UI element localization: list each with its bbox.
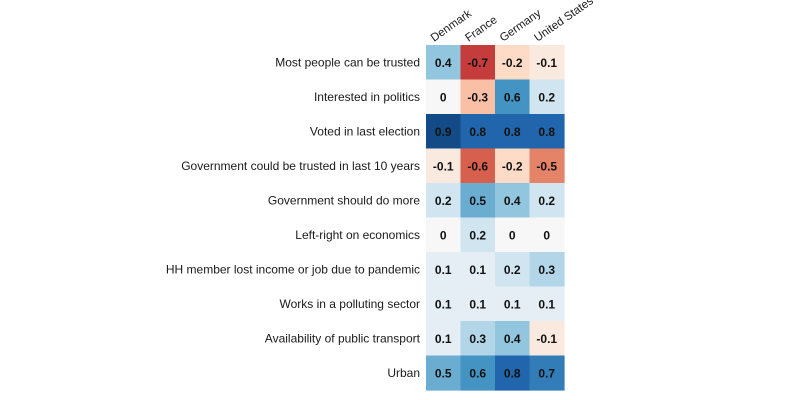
cell-value-label: -0.1 bbox=[536, 332, 557, 346]
heatmap-cell bbox=[460, 321, 496, 357]
cell-value-label: 0.2 bbox=[504, 263, 521, 277]
cell-value-label: 0.4 bbox=[504, 332, 521, 346]
cell-value-label: 0.1 bbox=[435, 297, 452, 311]
cell-value-label: 0.9 bbox=[435, 125, 452, 139]
heatmap-cells bbox=[426, 45, 565, 391]
heatmap-cell bbox=[495, 252, 531, 288]
cell-value-label: -0.5 bbox=[536, 159, 557, 173]
cell-value-label: 0.8 bbox=[538, 125, 555, 139]
cell-value-label: 0.1 bbox=[435, 332, 452, 346]
cell-value-label: 0.8 bbox=[504, 366, 521, 380]
heatmap-cell bbox=[529, 321, 565, 357]
cell-value-label: 0.3 bbox=[469, 332, 486, 346]
heatmap-cell bbox=[426, 148, 462, 184]
heatmap-cell bbox=[460, 148, 496, 184]
heatmap-cell bbox=[529, 45, 565, 81]
cell-value-label: 0.1 bbox=[435, 263, 452, 277]
cell-value-label: -0.7 bbox=[467, 56, 488, 70]
heatmap-cell bbox=[426, 355, 462, 391]
cell-value-label: 0.2 bbox=[538, 90, 555, 104]
cell-value-label: 0.5 bbox=[435, 366, 452, 380]
cell-value-label: 0.8 bbox=[469, 125, 486, 139]
row-label: Voted in last election bbox=[310, 124, 420, 138]
cell-value-label: 0.7 bbox=[538, 366, 555, 380]
heatmap-cell bbox=[529, 252, 565, 288]
heatmap-cell bbox=[529, 114, 565, 150]
heatmap-cell bbox=[426, 45, 462, 81]
column-label: United States bbox=[532, 0, 596, 44]
cell-value-label: 0.5 bbox=[469, 194, 486, 208]
heatmap-cell-values: 0.4 -0.7 -0.2 -0.1 0 -0.3 0.6 0.2 0.9 0.8 0.8 0.8 -0… bbox=[433, 56, 558, 381]
heatmap-cell bbox=[460, 183, 496, 219]
heatmap-cell bbox=[460, 114, 496, 150]
row-label: Interested in politics bbox=[314, 90, 420, 104]
cell-value-label: -0.2 bbox=[502, 159, 523, 173]
row-label: Works in a polluting sector bbox=[279, 297, 420, 311]
cell-value-label: 0.2 bbox=[538, 194, 555, 208]
heatmap-cell bbox=[495, 217, 531, 253]
row-label: Government could be trusted in last 10 y… bbox=[181, 159, 420, 173]
cell-value-label: 0 bbox=[440, 228, 447, 242]
row-label: Availability of public transport bbox=[265, 331, 421, 345]
heatmap-cell bbox=[426, 79, 462, 115]
cell-value-label: 0.2 bbox=[469, 228, 486, 242]
heatmap-cell bbox=[460, 252, 496, 288]
heatmap-cell bbox=[529, 148, 565, 184]
row-label: Most people can be trusted bbox=[275, 55, 420, 69]
heatmap-cell bbox=[529, 286, 565, 322]
row-label: Government should do more bbox=[268, 193, 420, 207]
heatmap-cell bbox=[529, 355, 565, 391]
heatmap-cell bbox=[529, 79, 565, 115]
cell-value-label: -0.1 bbox=[433, 159, 454, 173]
heatmap-cell bbox=[426, 217, 462, 253]
cell-value-label: 0 bbox=[440, 90, 447, 104]
heatmap-cell bbox=[460, 286, 496, 322]
heatmap-cell bbox=[529, 217, 565, 253]
cell-value-label: 0 bbox=[509, 228, 516, 242]
heatmap-cell bbox=[426, 183, 462, 219]
heatmap-cell bbox=[426, 252, 462, 288]
cell-value-label: 0.3 bbox=[538, 263, 555, 277]
heatmap-cell bbox=[460, 45, 496, 81]
cell-value-label: 0.6 bbox=[504, 90, 521, 104]
cell-value-label: -0.1 bbox=[536, 56, 557, 70]
cell-value-label: 0.1 bbox=[538, 297, 555, 311]
heatmap-cell bbox=[426, 114, 462, 150]
row-labels: Most people can be trusted Interested in … bbox=[166, 55, 421, 380]
heatmap-cell bbox=[460, 79, 496, 115]
heatmap-cell bbox=[460, 217, 496, 253]
cell-value-label: -0.2 bbox=[502, 56, 523, 70]
row-label: HH member lost income or job due to pand… bbox=[166, 262, 420, 276]
cell-value-label: 0.4 bbox=[435, 56, 452, 70]
heatmap-cell bbox=[529, 183, 565, 219]
cell-value-label: 0.2 bbox=[435, 194, 452, 208]
cell-value-label: 0.8 bbox=[504, 125, 521, 139]
heatmap-cell bbox=[426, 286, 462, 322]
cell-value-label: -0.3 bbox=[467, 90, 488, 104]
heatmap-cell bbox=[460, 355, 496, 391]
cell-value-label: 0.1 bbox=[469, 297, 486, 311]
heatmap-cell bbox=[495, 183, 531, 219]
row-label: Urban bbox=[387, 366, 420, 380]
heatmap-cell bbox=[495, 321, 531, 357]
row-label: Left-right on economics bbox=[295, 228, 420, 242]
cell-value-label: 0 bbox=[543, 228, 550, 242]
cell-value-label: 0.1 bbox=[504, 297, 521, 311]
heatmap-cell bbox=[495, 114, 531, 150]
heatmap-cell bbox=[495, 79, 531, 115]
cell-value-label: 0.1 bbox=[469, 263, 486, 277]
heatmap-cell bbox=[495, 355, 531, 391]
heatmap-cell bbox=[495, 286, 531, 322]
cell-value-label: -0.6 bbox=[467, 159, 488, 173]
heatmap-cell bbox=[426, 321, 462, 357]
heatmap-cell bbox=[495, 148, 531, 184]
heatmap-cell bbox=[495, 45, 531, 81]
cell-value-label: 0.4 bbox=[504, 194, 521, 208]
cell-value-label: 0.6 bbox=[469, 366, 486, 380]
